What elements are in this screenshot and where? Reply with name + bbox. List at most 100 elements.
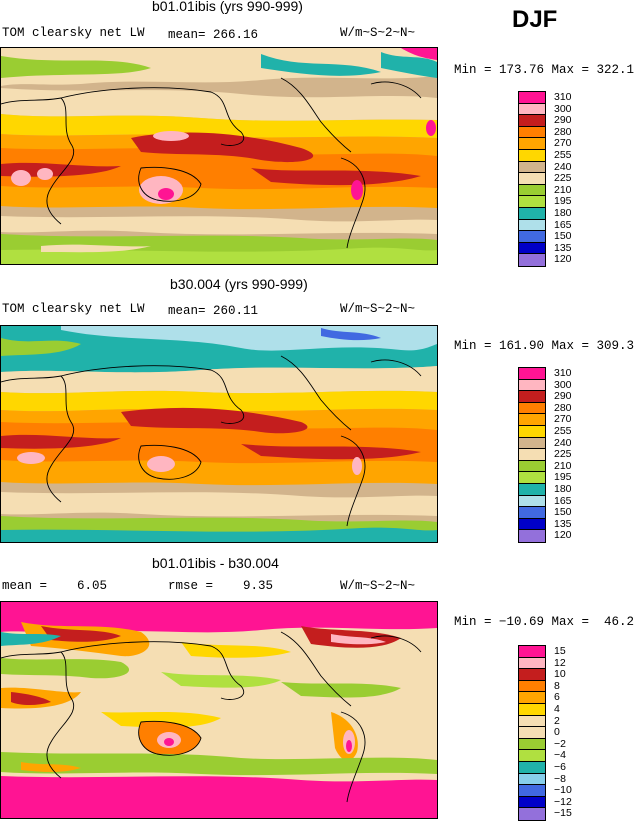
panel1-colorbar-label: 310 — [554, 91, 572, 103]
panel1-colorbar-label: 255 — [554, 149, 572, 161]
panel3-swatch — [519, 703, 545, 716]
panel3-rmse-label: rmse = 9.35 — [168, 579, 274, 593]
panel3-colorbar-label: 12 — [554, 656, 566, 669]
panel2-swatch — [519, 391, 545, 403]
panel2-colorbar-label: 165 — [554, 494, 572, 507]
panel3-colorbar-label: 2 — [554, 714, 560, 727]
panel1-swatch — [519, 115, 545, 127]
panel1-swatch — [519, 103, 545, 116]
panel1-swatch — [519, 184, 545, 197]
panel1-map — [0, 47, 438, 265]
panel1-variable-label: TOM clearsky net LW — [2, 26, 145, 40]
panel1-swatch — [519, 149, 545, 162]
panel1-swatch — [519, 161, 545, 174]
panel3-colorbar-label: −2 — [554, 737, 566, 750]
panel1-swatch — [519, 196, 545, 208]
panel2-swatch — [519, 460, 545, 473]
panel3-swatch — [519, 727, 545, 739]
panel3-swatch — [519, 646, 545, 658]
panel1-colorbar-label: 195 — [554, 195, 572, 208]
panel2-variable-label: TOM clearsky net LW — [2, 302, 145, 316]
panel2-colorbar-label: 180 — [554, 483, 572, 495]
panel2-swatch — [519, 483, 545, 496]
panel3-swatch — [519, 738, 545, 751]
season-label: DJF — [512, 6, 558, 33]
panel2-minmax: Min = 161.90 Max = 309.38 — [454, 339, 634, 353]
panel3-colorbar-label: 8 — [554, 679, 560, 692]
panel2-colorbar-label: 280 — [554, 401, 572, 414]
panel2-colorbar-label: 210 — [554, 459, 572, 472]
panel2-swatch — [519, 437, 545, 450]
panel3-colorbar-label: 6 — [554, 691, 560, 704]
panel1-swatch — [519, 173, 545, 185]
panel2-colorbar-label: 290 — [554, 390, 572, 403]
panel3-colorbar-label: −12 — [554, 795, 572, 808]
panel2-swatch — [519, 518, 545, 531]
panel3-colorbar-label: −8 — [554, 772, 566, 785]
panel1-colorbar-label: 290 — [554, 114, 572, 127]
panel2-swatch — [519, 368, 545, 380]
panel3-swatch — [519, 715, 545, 728]
panel3-colorbar-label: −15 — [554, 807, 572, 820]
panel3-colorbar-label: 10 — [554, 668, 566, 681]
panel2-swatch — [519, 495, 545, 508]
panel1-swatch — [519, 126, 545, 139]
panel2-swatch — [519, 507, 545, 519]
panel3-mean-label: mean = 6.05 — [2, 579, 108, 593]
panel3-colorbar-label: −10 — [554, 784, 572, 797]
panel2-swatch — [519, 449, 545, 461]
panel1-colorbar-label: 150 — [554, 230, 572, 243]
panel2-colorbar-label: 270 — [554, 413, 572, 426]
panel1-colorbar-label: 120 — [554, 253, 572, 266]
panel1-swatch — [519, 138, 545, 150]
panel2-units-label: W/m~S~2~N~ — [340, 302, 416, 316]
panel1-colorbar-label: 225 — [554, 172, 572, 185]
panel2-colorbar-label: 255 — [554, 425, 572, 437]
panel2-colorbar-label: 225 — [554, 448, 572, 461]
panel2-colorbar — [518, 367, 546, 543]
panel3-swatch — [519, 808, 545, 820]
panel1-swatch — [519, 92, 545, 104]
panel2-swatch — [519, 530, 545, 542]
panel2-mean-label: mean= 260.11 — [168, 304, 259, 318]
panel3-units-label: W/m~S~2~N~ — [340, 579, 416, 593]
panel3-colorbar-label: −6 — [554, 761, 566, 773]
panel3-swatch — [519, 692, 545, 704]
panel1-colorbar-label: 210 — [554, 183, 572, 196]
panel3-swatch — [519, 750, 545, 762]
panel1-title: b01.01ibis (yrs 990-999) — [152, 0, 303, 14]
panel1-mean-label: mean= 266.16 — [168, 28, 259, 42]
panel3-swatch — [519, 680, 545, 693]
panel3-swatch — [519, 773, 545, 786]
panel1-swatch — [519, 219, 545, 232]
panel1-swatch — [519, 242, 545, 255]
panel2-colorbar-label: 195 — [554, 471, 572, 484]
panel3-minmax: Min = −10.69 Max = 46.28 — [454, 615, 634, 629]
panel3-swatch — [519, 796, 545, 809]
panel2-colorbar-label: 310 — [554, 367, 572, 379]
panel2-title: b30.004 (yrs 990-999) — [170, 276, 308, 292]
panel2-swatch — [519, 402, 545, 415]
panel3-colorbar-label: −4 — [554, 749, 566, 762]
panel1-minmax: Min = 173.76 Max = 322.18 — [454, 63, 634, 77]
panel2-colorbar-label: 300 — [554, 378, 572, 391]
panel1-swatch — [519, 254, 545, 266]
panel3-swatch — [519, 761, 545, 774]
panel1-colorbar-label: 280 — [554, 125, 572, 138]
panel2-colorbar-label: 120 — [554, 529, 572, 542]
panel3-map — [0, 601, 438, 819]
panel3-colorbar-label: 15 — [554, 645, 566, 657]
panel2-colorbar-label: 240 — [554, 436, 572, 449]
panel1-colorbar-label: 270 — [554, 137, 572, 150]
panel3-title: b01.01ibis - b30.004 — [152, 555, 279, 571]
panel3-swatch — [519, 657, 545, 670]
panel2-swatch — [519, 414, 545, 426]
panel2-swatch — [519, 379, 545, 392]
panel2-swatch — [519, 425, 545, 438]
panel3-colorbar-label: 4 — [554, 703, 560, 715]
panel1-colorbar-label: 240 — [554, 160, 572, 173]
panel3-swatch — [519, 669, 545, 681]
panel1-colorbar — [518, 91, 546, 267]
panel2-colorbar-label: 150 — [554, 506, 572, 519]
